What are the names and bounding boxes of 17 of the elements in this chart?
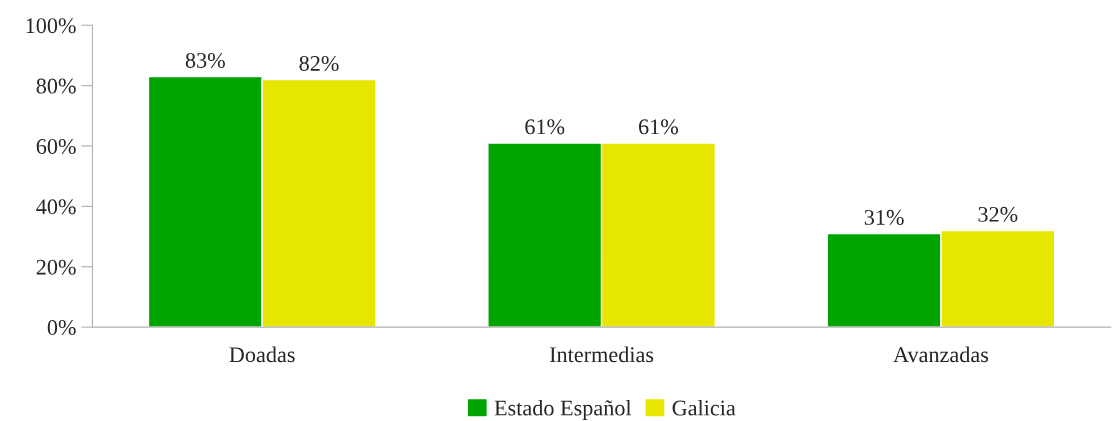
y-tick-label: 40% — [36, 199, 76, 215]
data-label: 82% — [299, 55, 339, 71]
data-label: 61% — [639, 119, 679, 135]
x-tick-label: Doadas — [229, 346, 295, 363]
y-tick-label: 80% — [36, 78, 76, 94]
data-label: 61% — [525, 119, 565, 135]
data-label: 32% — [978, 206, 1018, 222]
x-tick-label: Intermedias — [549, 346, 654, 363]
y-tick-label: 20% — [36, 259, 76, 275]
data-label: 83% — [185, 52, 225, 68]
legend-label: Estado Español — [494, 399, 632, 421]
data-label: 31% — [864, 209, 904, 225]
x-tick-label: Avanzadas — [893, 346, 989, 363]
y-tick-label: 100% — [26, 18, 76, 34]
y-tick-label: 60% — [36, 138, 76, 154]
legend-label: Galicia — [672, 399, 736, 416]
y-tick-label: 0% — [47, 320, 76, 336]
